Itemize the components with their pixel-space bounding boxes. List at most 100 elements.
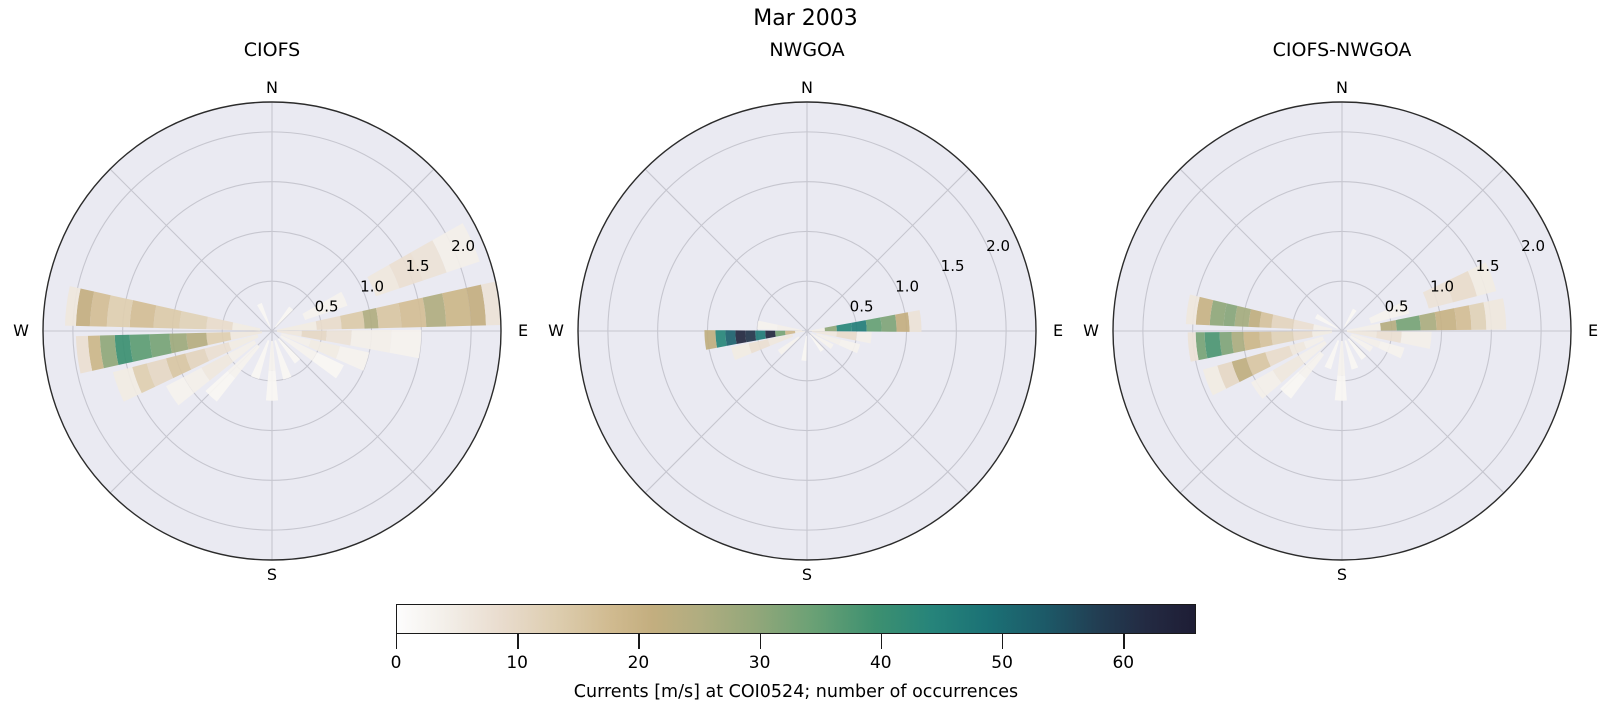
rose-segment [1368,301,1410,324]
rose-segment [1231,357,1253,383]
polar-spine [577,101,1037,561]
cardinal-label-east: E [1052,321,1064,340]
rose-segment [855,331,872,344]
rose-segment [362,307,379,329]
subplot-title-nwgoa: NWGOA [769,39,845,61]
rose-segment [265,370,279,401]
rose-segment [325,330,352,346]
rose-segment [466,284,486,326]
rose-segment [768,334,794,346]
radial-gridline [1192,181,1492,481]
rose-segment [75,335,93,374]
rose-segment [114,334,133,366]
radial-tick-label: 1.0 [360,277,384,295]
rose-segment [1303,336,1325,349]
rose-segment [1293,319,1314,330]
rose-segment [1334,375,1347,401]
rose-segment [277,338,301,364]
radial-tick-label: 1.5 [1476,257,1500,275]
rose-segment [1314,313,1338,329]
rose-segment [731,343,752,361]
polar-chart-ciofs: 0.5 1.0 1.5 2.0 [42,101,502,561]
rose-segment [1280,371,1307,399]
polar-spine [42,101,502,561]
cardinal-label-south: S [266,565,278,584]
colorbar-tick [396,634,398,649]
rose-segment [725,330,737,346]
rose-segment [1234,305,1251,327]
rose-segment [276,330,302,337]
rose-segment [75,288,95,327]
rose-segment [153,305,182,329]
colorbar-tick-label: 10 [506,653,529,673]
colorbar-tick-label: 50 [991,653,1013,673]
rose-segment [389,329,422,359]
cardinal-label-west: W [548,321,564,340]
rose-segment [64,286,81,326]
rose-segment [808,327,825,332]
rose-segment [165,353,192,379]
rose-segment [274,306,294,328]
cardinal-label-north: N [1336,78,1348,97]
rose-segment [1204,332,1222,359]
radial-tick-label: 1.5 [406,257,430,275]
rose-segment [183,367,210,393]
figure-title: Mar 2003 [753,6,858,31]
rose-segment [765,330,776,339]
colorbar-tick-label: 60 [1112,653,1135,673]
radial-tick-label: 2.0 [986,237,1010,255]
rose-segment [1349,335,1374,352]
rose-segment [1248,309,1262,328]
cardinal-label-east: E [517,321,529,340]
rose-segment [836,322,852,332]
rose-segment [227,344,260,379]
rose-segment [1454,305,1472,330]
rose-segment [1265,345,1293,367]
rose-segment [257,302,271,327]
rose-segment [809,334,824,352]
radial-gridline [72,131,472,531]
rose-segment [745,330,757,343]
theta-gridline [1179,168,1505,494]
rose-segment [398,297,427,328]
rose-segment [1422,281,1453,309]
rose-segment [1434,308,1457,331]
rose-segment [206,332,232,346]
rose-segment [106,295,133,328]
rose-segment [201,353,234,381]
rose-segment [132,363,156,394]
rose-segment [312,352,344,379]
colorbar-tick-label: 30 [748,653,771,673]
rose-segment [166,376,195,406]
rose-segment [1195,296,1214,326]
rose-segment [1346,331,1377,338]
rose-segment [748,339,771,354]
rose-segment [340,310,365,330]
cardinal-label-west: W [13,321,29,340]
rose-segment [276,321,317,331]
rose-segment [1271,331,1295,346]
radial-gridline [657,181,957,481]
radial-gridline [607,131,1007,531]
cardinal-label-west: W [1083,321,1099,340]
rose-segment [1243,331,1262,351]
radial-tick-label: 1.0 [895,277,919,295]
rose-segment [149,333,172,358]
radial-tick-label: 1.0 [1430,277,1454,295]
cardinal-label-east: E [1587,321,1599,340]
rose-segment [1467,262,1497,297]
rose-segment [1483,298,1507,330]
rose-segment [895,312,910,332]
rose-segment [1378,341,1405,359]
rose-segment [89,291,111,327]
rose-segment [1259,331,1273,348]
rose-segment [281,333,311,347]
rose-segment [1271,314,1295,329]
rose-segment [1223,303,1238,327]
rose-segment [757,320,778,330]
colorbar-tick-label: 20 [627,653,650,673]
rose-segment [186,332,208,350]
rose-segment [907,310,922,332]
rose-segment [480,281,501,326]
